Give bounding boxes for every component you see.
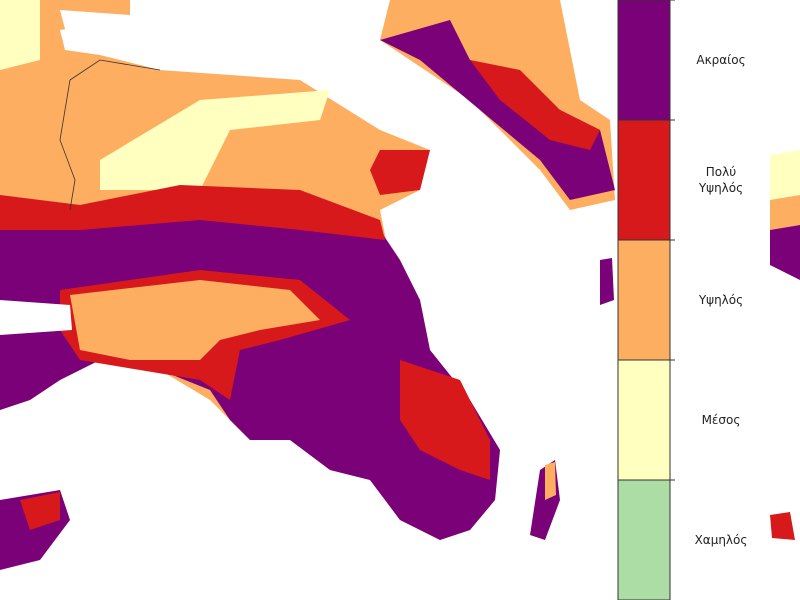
land xyxy=(0,0,800,570)
legend-swatch xyxy=(617,239,671,361)
border xyxy=(69,59,161,81)
border xyxy=(59,79,76,211)
legend-label: Υψηλός xyxy=(698,293,744,307)
legend-label: Μέσος xyxy=(701,413,741,427)
legend xyxy=(617,0,675,600)
legend-label: Ακραίος xyxy=(696,53,746,67)
legend-label: Πολύ Υψηλός xyxy=(698,165,744,195)
legend-swatch xyxy=(617,119,671,241)
legend-swatch xyxy=(617,0,671,121)
legend-swatch xyxy=(617,359,671,481)
legend-swatch xyxy=(617,479,671,600)
legend-label: Χαμηλός xyxy=(694,533,748,547)
